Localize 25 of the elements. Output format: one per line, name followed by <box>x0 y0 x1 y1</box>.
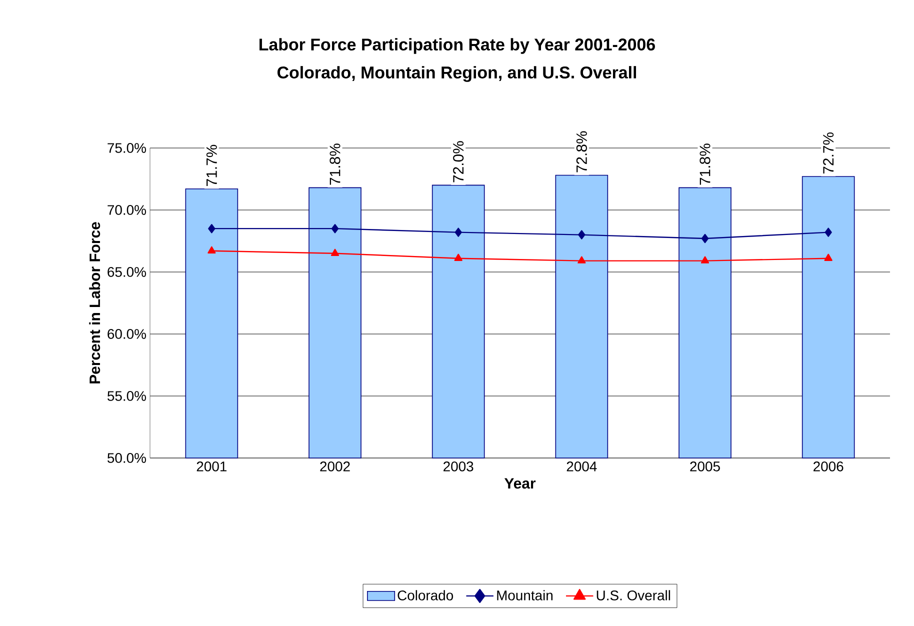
y-axis-title: Percent in Labor Force <box>89 222 100 384</box>
data-label: 71.7% <box>206 144 217 186</box>
x-axis-title: Year <box>504 478 536 489</box>
x-tick-label: 2003 <box>444 461 474 472</box>
x-tick-label: 2006 <box>814 461 844 472</box>
data-label: 72.0% <box>453 141 464 182</box>
y-tick-label: 70.0% <box>108 205 146 215</box>
legend-label: Colorado <box>398 590 454 600</box>
x-tick-label: 2001 <box>196 461 227 472</box>
data-label: 71.8% <box>700 144 710 185</box>
y-tick-label: 60.0% <box>108 329 146 339</box>
legend-label: Mountain <box>497 590 553 600</box>
y-tick-label: 55.0% <box>108 391 146 401</box>
legend-label: U.S. Overall <box>596 590 670 600</box>
x-tick-label: 2002 <box>320 461 350 472</box>
x-tick-label: 2005 <box>690 461 720 472</box>
chart-title: Labor Force Participation Rate by Year 2001-2006 <box>260 38 655 54</box>
data-label: 72.8% <box>576 131 587 172</box>
x-tick-label: 2004 <box>566 461 597 472</box>
y-tick-label: 65.0% <box>108 267 146 277</box>
chart-subtitle: Colorado, Mountain Region, and U.S. Overall <box>277 66 636 82</box>
y-tick-label: 75.0% <box>108 143 146 153</box>
y-tick-label: 50.0% <box>108 453 146 463</box>
data-label: 71.8% <box>330 144 340 185</box>
data-label: 72.7% <box>823 132 834 174</box>
